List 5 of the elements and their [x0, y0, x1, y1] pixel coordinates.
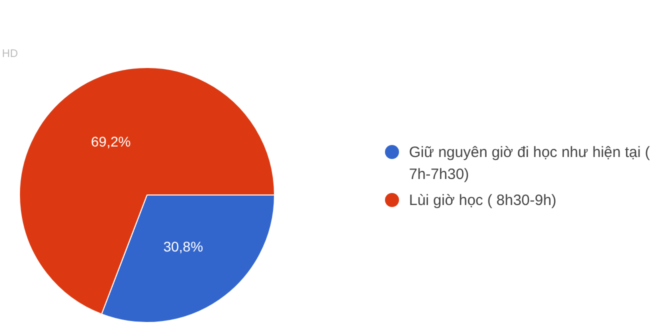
legend-label: Lùi giờ học ( 8h30-9h) — [409, 191, 556, 211]
legend-label: Giữ nguyên giờ đi học như hiện tại ( 7h-7h30) — [409, 143, 651, 185]
text: HD — [2, 48, 18, 60]
data-label: 30,8% — [163, 238, 204, 254]
data-label: 69,2% — [90, 133, 131, 150]
